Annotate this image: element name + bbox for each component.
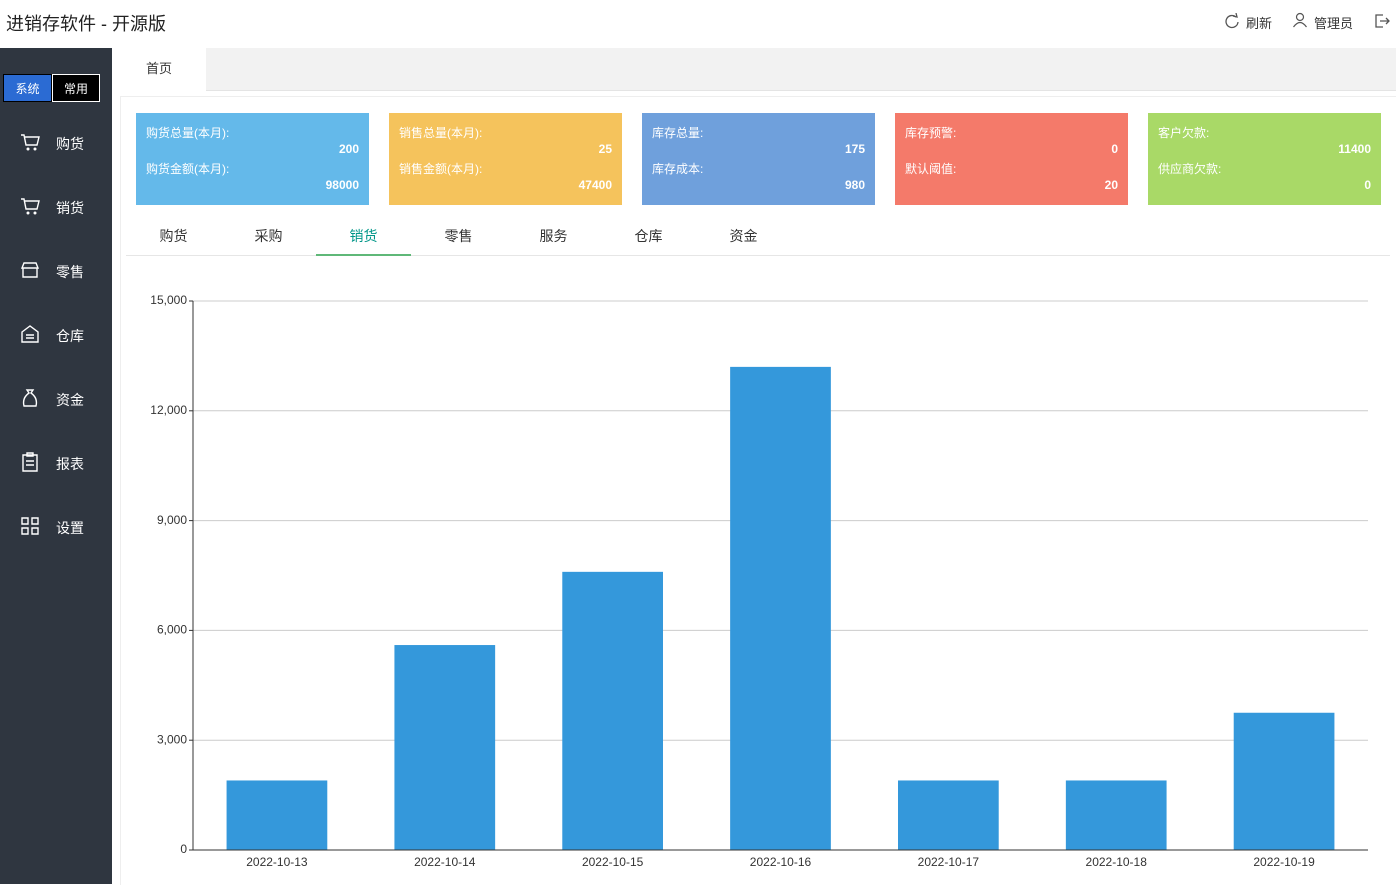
- x-tick-label: 2022-10-14: [414, 855, 476, 869]
- menu-item[interactable]: 仓库: [0, 315, 112, 355]
- stat-value: 175: [844, 142, 865, 156]
- bar: [394, 645, 496, 850]
- stat-value: 200: [338, 142, 359, 156]
- stat-card: 库存总量: 175 库存成本: 980: [642, 113, 875, 205]
- bar: [1065, 780, 1167, 850]
- menu-item[interactable]: 资金: [0, 379, 112, 419]
- sub-tab[interactable]: 服务: [539, 228, 568, 244]
- y-tick-label: 6,000: [157, 623, 187, 637]
- stat-label: 库存总量:: [652, 126, 704, 140]
- stat-label: 销售总量(本月):: [399, 126, 483, 140]
- stat-card: 库存预警: 0 默认阈值: 20: [895, 113, 1128, 205]
- logout-icon[interactable]: [1374, 13, 1390, 29]
- user-icon[interactable]: [1292, 12, 1308, 28]
- stat-value: 0: [1364, 178, 1371, 192]
- stat-label: 销售金额(本月):: [399, 162, 483, 176]
- app-title: 进销存软件 - 开源版: [6, 14, 166, 34]
- menu-label: 设置: [56, 520, 84, 536]
- bar: [730, 366, 831, 850]
- bar: [562, 571, 663, 850]
- sub-tab[interactable]: 采购: [254, 228, 283, 244]
- menu-label: 资金: [56, 392, 84, 408]
- stat-label: 供应商欠款:: [1158, 162, 1222, 176]
- x-tick-label: 2022-10-18: [1086, 855, 1148, 869]
- menu-item[interactable]: 设置: [0, 507, 112, 547]
- stat-label: 库存成本:: [652, 162, 704, 176]
- stat-value: 25: [598, 142, 612, 156]
- menu-label: 仓库: [56, 328, 84, 344]
- sub-tab[interactable]: 仓库: [634, 228, 663, 244]
- sub-tab[interactable]: 销货: [316, 226, 411, 256]
- header: 进销存软件 - 开源版 刷新 管理员: [0, 0, 1396, 48]
- stat-card: 客户欠款: 11400 供应商欠款: 0: [1148, 113, 1381, 205]
- stat-label: 库存预警:: [905, 126, 957, 140]
- menu-label: 报表: [56, 456, 84, 472]
- x-tick-label: 2022-10-19: [1253, 855, 1315, 869]
- stat-value: 0: [1111, 142, 1118, 156]
- stat-label: 客户欠款:: [1158, 126, 1210, 140]
- sub-tab[interactable]: 零售: [444, 228, 473, 244]
- menu-icon: [21, 134, 40, 151]
- menu-icon: [20, 262, 40, 278]
- menu-icon: [22, 452, 38, 472]
- x-tick-label: 2022-10-15: [582, 855, 644, 869]
- menu-label: 购货: [56, 136, 84, 152]
- menu-icon: [21, 517, 39, 535]
- subtab-line: [126, 255, 1390, 256]
- menu-label: 零售: [56, 264, 84, 280]
- menu-icon: [22, 389, 38, 407]
- bar: [1233, 712, 1335, 850]
- y-tick-label: 9,000: [157, 513, 187, 527]
- menu-item[interactable]: 零售: [0, 251, 112, 291]
- stat-card: 销售总量(本月): 25 销售金额(本月): 47400: [389, 113, 622, 205]
- stat-label: 购货总量(本月):: [146, 126, 230, 140]
- user-button[interactable]: 管理员: [1314, 16, 1354, 31]
- refresh-icon[interactable]: [1224, 13, 1240, 29]
- switch-common[interactable]: 常用: [52, 74, 100, 102]
- menu-label: 销货: [56, 200, 84, 216]
- switch-system[interactable]: 系统: [3, 74, 52, 102]
- sub-tab[interactable]: 购货: [159, 228, 188, 244]
- stat-value: 47400: [578, 178, 612, 192]
- sidebar: 系统 常用 购货销货零售仓库资金报表设置: [0, 48, 112, 884]
- y-tick-label: 3,000: [157, 732, 187, 746]
- menu-item[interactable]: 购货: [0, 123, 112, 163]
- menu-item[interactable]: 销货: [0, 187, 112, 227]
- stat-value: 20: [1104, 178, 1118, 192]
- tab[interactable]: 首页: [112, 48, 206, 91]
- stat-value: 11400: [1338, 142, 1371, 156]
- y-tick-label: 15,000: [150, 293, 187, 307]
- chart: 0 3,000 6,000 9,000 12,000 15,000 2022-10-13 20…: [150, 293, 1368, 869]
- tab-bar: 首页: [112, 48, 1396, 91]
- x-tick-label: 2022-10-17: [918, 855, 980, 869]
- sub-tab[interactable]: 资金: [729, 228, 758, 244]
- x-tick-label: 2022-10-16: [750, 855, 812, 869]
- stat-label: 购货金额(本月):: [146, 162, 230, 176]
- menu-icon: [21, 325, 39, 343]
- refresh-button[interactable]: 刷新: [1246, 16, 1273, 31]
- stat-value: 98000: [325, 178, 359, 192]
- bar: [226, 780, 328, 850]
- stat-value: 980: [844, 178, 865, 192]
- x-tick-label: 2022-10-13: [246, 855, 308, 869]
- y-tick-label: 12,000: [150, 403, 187, 417]
- menu-item[interactable]: 报表: [0, 443, 112, 483]
- stat-label: 默认阈值:: [905, 162, 957, 176]
- stat-card: 购货总量(本月): 200 购货金额(本月): 98000: [136, 113, 369, 205]
- bar: [898, 780, 999, 850]
- menu-icon: [21, 198, 40, 215]
- y-tick-label: 0: [180, 842, 187, 856]
